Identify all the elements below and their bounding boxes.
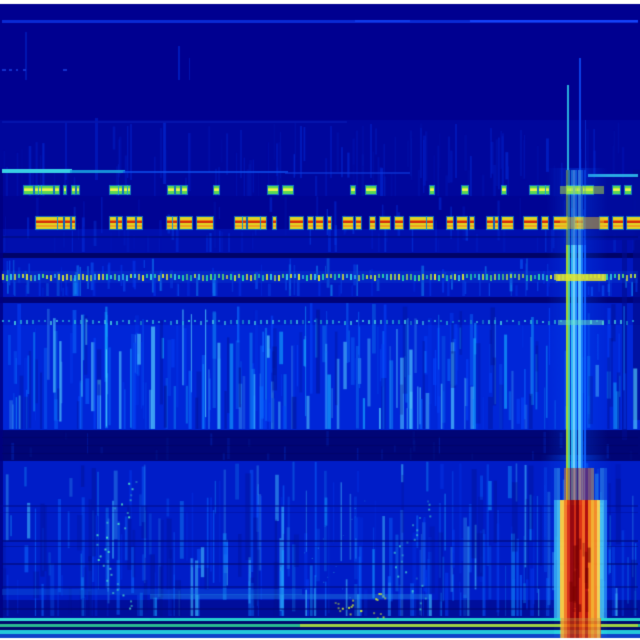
spectrogram-image — [0, 0, 640, 640]
spectrogram-heatmap-canvas — [0, 0, 640, 640]
